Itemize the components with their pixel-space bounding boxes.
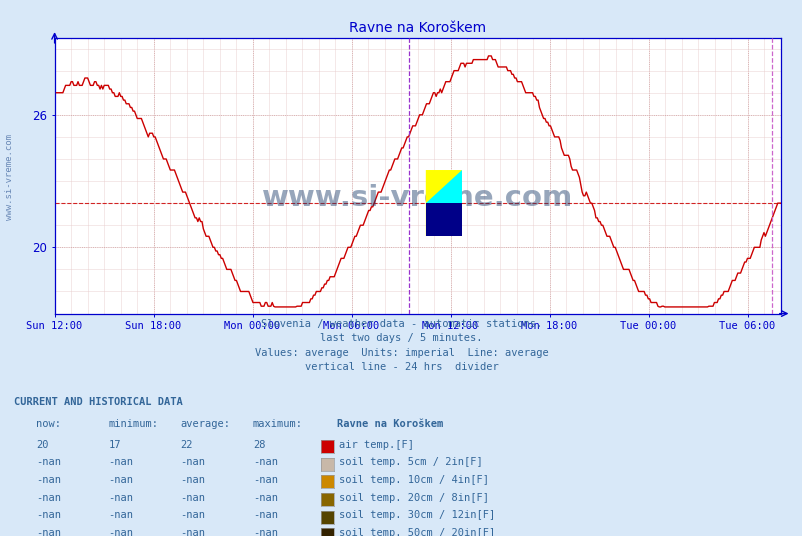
Text: average:: average: — [180, 419, 230, 429]
Text: vertical line - 24 hrs  divider: vertical line - 24 hrs divider — [304, 362, 498, 373]
Polygon shape — [425, 170, 461, 203]
Text: Values: average  Units: imperial  Line: average: Values: average Units: imperial Line: av… — [254, 348, 548, 358]
Text: maximum:: maximum: — [253, 419, 302, 429]
Text: Ravne na Koroškem: Ravne na Koroškem — [337, 419, 443, 429]
Text: -nan: -nan — [180, 528, 205, 536]
Text: -nan: -nan — [36, 510, 61, 520]
Text: -nan: -nan — [180, 457, 205, 467]
Text: now:: now: — [36, 419, 61, 429]
Text: 17: 17 — [108, 440, 121, 450]
Text: 22: 22 — [180, 440, 193, 450]
Text: last two days / 5 minutes.: last two days / 5 minutes. — [320, 333, 482, 344]
Text: soil temp. 20cm / 8in[F]: soil temp. 20cm / 8in[F] — [338, 493, 488, 503]
Text: -nan: -nan — [36, 493, 61, 503]
Text: -nan: -nan — [108, 457, 133, 467]
Text: -nan: -nan — [108, 493, 133, 503]
Text: soil temp. 5cm / 2in[F]: soil temp. 5cm / 2in[F] — [338, 457, 482, 467]
Polygon shape — [425, 170, 461, 236]
Text: -nan: -nan — [253, 510, 277, 520]
Text: Slovenia / weather data - automatic stations.: Slovenia / weather data - automatic stat… — [261, 319, 541, 329]
Text: soil temp. 30cm / 12in[F]: soil temp. 30cm / 12in[F] — [338, 510, 495, 520]
Text: -nan: -nan — [108, 528, 133, 536]
Text: 28: 28 — [253, 440, 265, 450]
Text: soil temp. 10cm / 4in[F]: soil temp. 10cm / 4in[F] — [338, 475, 488, 485]
Text: -nan: -nan — [108, 475, 133, 485]
Title: Ravne na Koroškem: Ravne na Koroškem — [349, 21, 485, 35]
Text: -nan: -nan — [253, 457, 277, 467]
Text: www.si-vreme.com: www.si-vreme.com — [261, 184, 573, 212]
Text: -nan: -nan — [180, 493, 205, 503]
Text: air temp.[F]: air temp.[F] — [338, 440, 413, 450]
Text: 20: 20 — [36, 440, 49, 450]
Text: www.si-vreme.com: www.si-vreme.com — [5, 134, 14, 220]
Text: -nan: -nan — [36, 475, 61, 485]
Text: -nan: -nan — [180, 510, 205, 520]
Text: CURRENT AND HISTORICAL DATA: CURRENT AND HISTORICAL DATA — [14, 397, 183, 407]
Text: -nan: -nan — [36, 528, 61, 536]
Text: -nan: -nan — [36, 457, 61, 467]
Text: -nan: -nan — [253, 528, 277, 536]
Text: -nan: -nan — [180, 475, 205, 485]
Text: -nan: -nan — [253, 493, 277, 503]
Text: -nan: -nan — [253, 475, 277, 485]
Text: soil temp. 50cm / 20in[F]: soil temp. 50cm / 20in[F] — [338, 528, 495, 536]
Text: minimum:: minimum: — [108, 419, 158, 429]
Text: -nan: -nan — [108, 510, 133, 520]
Polygon shape — [425, 203, 461, 236]
